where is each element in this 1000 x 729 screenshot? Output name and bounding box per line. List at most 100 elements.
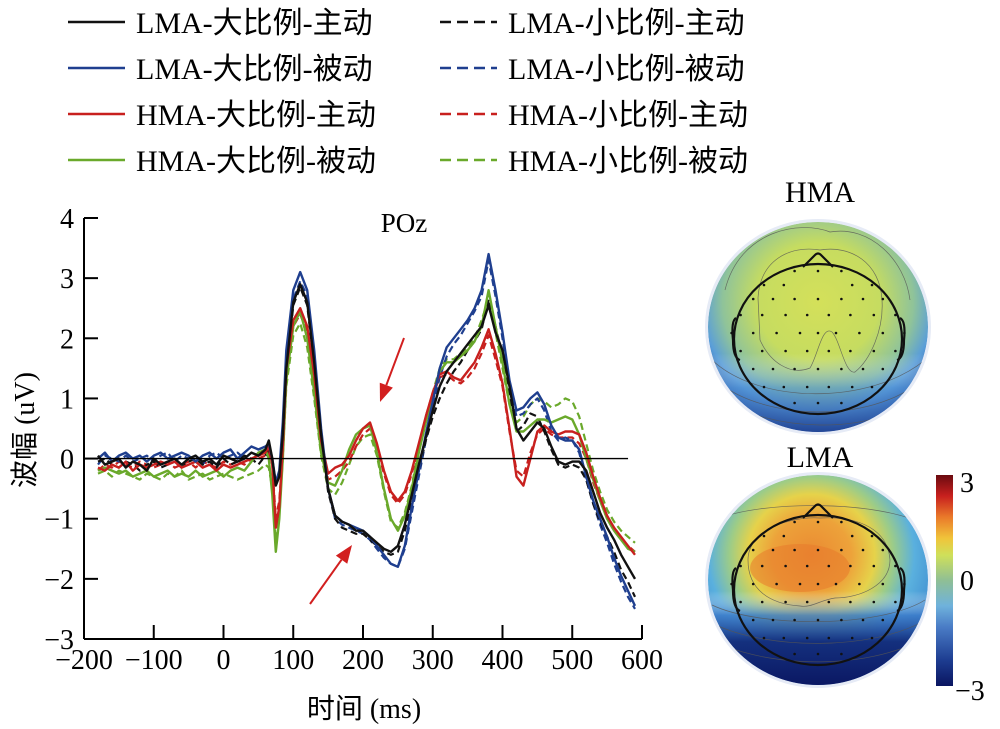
topomap-title-hma: HMA bbox=[785, 176, 855, 209]
electrode-dot bbox=[881, 331, 885, 335]
topomap-title-lma: LMA bbox=[787, 441, 854, 474]
erp-plot: POz −3 −2 −1 0 1 2 3 4 −200 −100 0 100 200 300 400 500 6… bbox=[9, 204, 663, 725]
electrode-dot bbox=[730, 582, 733, 586]
legend-item: HMA-大比例-主动 bbox=[68, 99, 376, 132]
electrode-dot bbox=[840, 520, 843, 524]
electrode-dot bbox=[850, 534, 854, 538]
electrode-dot bbox=[816, 548, 820, 552]
electrode-dot bbox=[762, 283, 766, 287]
electrode-dot bbox=[840, 297, 843, 301]
electrode-dot bbox=[805, 349, 809, 353]
electrode-dot bbox=[760, 564, 764, 568]
electrode-dot bbox=[751, 548, 755, 552]
electrode-dot bbox=[872, 349, 876, 353]
contour-lines bbox=[711, 227, 926, 426]
x-tick-label: 600 bbox=[621, 645, 663, 676]
electrode-dot bbox=[816, 618, 820, 622]
x-tick-label: 100 bbox=[272, 645, 314, 676]
electrode-dot bbox=[827, 313, 831, 317]
arrow-shaft bbox=[309, 559, 343, 605]
electrode-dot bbox=[793, 652, 796, 656]
electrode-dot bbox=[775, 582, 778, 586]
electrode-dot bbox=[771, 297, 775, 301]
legend-item: LMA-小比例-被动 bbox=[440, 53, 745, 86]
colorbar: 3 0 −3 bbox=[936, 468, 985, 707]
x-axis-title: 时间 (ms) bbox=[307, 693, 421, 725]
electrode-dot bbox=[771, 618, 775, 622]
electrode-dot bbox=[861, 618, 865, 622]
electrode-dot bbox=[827, 564, 831, 568]
electrode-dot bbox=[840, 652, 843, 656]
x-tick-label: −200 bbox=[55, 645, 113, 676]
electrode-dot bbox=[751, 331, 755, 335]
legend-label: HMA-大比例-被动 bbox=[136, 145, 376, 178]
electrode-dot bbox=[858, 582, 861, 586]
series-line-7 bbox=[97, 313, 636, 553]
electrode-dot bbox=[784, 600, 787, 604]
electrode-dot bbox=[881, 297, 885, 301]
electrode-dot bbox=[793, 401, 796, 405]
electrode-dot bbox=[816, 652, 820, 656]
x-tick-label: 500 bbox=[551, 645, 593, 676]
electrode-dot bbox=[739, 313, 742, 317]
electrode-dot bbox=[816, 367, 820, 371]
electrode-dot bbox=[903, 331, 906, 335]
electrode-dot bbox=[840, 367, 843, 371]
electrode-dot bbox=[827, 600, 831, 604]
y-tick-label: 1 bbox=[60, 384, 74, 415]
legend-item: LMA-小比例-主动 bbox=[440, 7, 745, 40]
electrode-dot bbox=[872, 600, 876, 604]
electrode-dot bbox=[881, 582, 885, 586]
legend-item: HMA-小比例-主动 bbox=[440, 99, 748, 132]
electrode-dot bbox=[903, 582, 906, 586]
electrode-dot bbox=[805, 385, 809, 389]
series-group bbox=[97, 252, 637, 610]
x-tick-label: 200 bbox=[342, 645, 384, 676]
electrode-dot bbox=[793, 367, 796, 371]
arrow-shaft bbox=[385, 337, 405, 386]
arrow-head bbox=[379, 382, 393, 402]
electrode-dot bbox=[760, 313, 764, 317]
electrode-dot bbox=[816, 582, 820, 586]
electrode-dot bbox=[816, 401, 820, 405]
electrode-dot bbox=[805, 600, 809, 604]
electrode-dot bbox=[762, 385, 766, 389]
legend-label: HMA-小比例-被动 bbox=[508, 145, 748, 178]
electrode-dot bbox=[805, 313, 809, 317]
electrode-dot bbox=[798, 331, 802, 335]
electrode-dot bbox=[840, 548, 843, 552]
electrode-dot bbox=[870, 283, 874, 287]
legend-item: HMA-小比例-被动 bbox=[440, 145, 748, 178]
series-line-6 bbox=[97, 259, 636, 610]
electrode-dot bbox=[870, 385, 874, 389]
electrode-dot bbox=[816, 297, 820, 301]
electrode-dot bbox=[782, 534, 786, 538]
x-tick-label: 400 bbox=[482, 645, 524, 676]
electrode-dot bbox=[840, 269, 843, 273]
electrode-dot bbox=[849, 349, 852, 353]
colorbar-max-label: 3 bbox=[960, 468, 974, 499]
electrode-dot bbox=[739, 349, 742, 353]
colorbar-min-label: −3 bbox=[955, 676, 985, 707]
arrow-annotation bbox=[309, 545, 352, 605]
electrode-dot bbox=[762, 636, 766, 640]
legend-label: LMA-小比例-主动 bbox=[508, 7, 745, 40]
colorbar-gradient bbox=[936, 475, 953, 686]
electrode-dot bbox=[751, 297, 755, 301]
electrode-dot bbox=[827, 636, 831, 640]
electrode-dot bbox=[782, 636, 786, 640]
electrode-dot bbox=[850, 385, 854, 389]
topomap-peak-region bbox=[750, 544, 850, 592]
electrode-dot bbox=[771, 367, 775, 371]
legend-item: LMA-大比例-被动 bbox=[68, 53, 373, 86]
legend-label: LMA-大比例-被动 bbox=[136, 53, 373, 86]
electrode-dot bbox=[805, 636, 809, 640]
y-tick-label: −2 bbox=[44, 565, 74, 596]
x-tick-label: −100 bbox=[125, 645, 183, 676]
legend-label: HMA-小比例-主动 bbox=[508, 99, 748, 132]
annotation-arrows bbox=[309, 337, 405, 605]
electrode-dot bbox=[861, 297, 865, 301]
electrode-dot bbox=[793, 548, 796, 552]
electrodes bbox=[730, 520, 906, 656]
